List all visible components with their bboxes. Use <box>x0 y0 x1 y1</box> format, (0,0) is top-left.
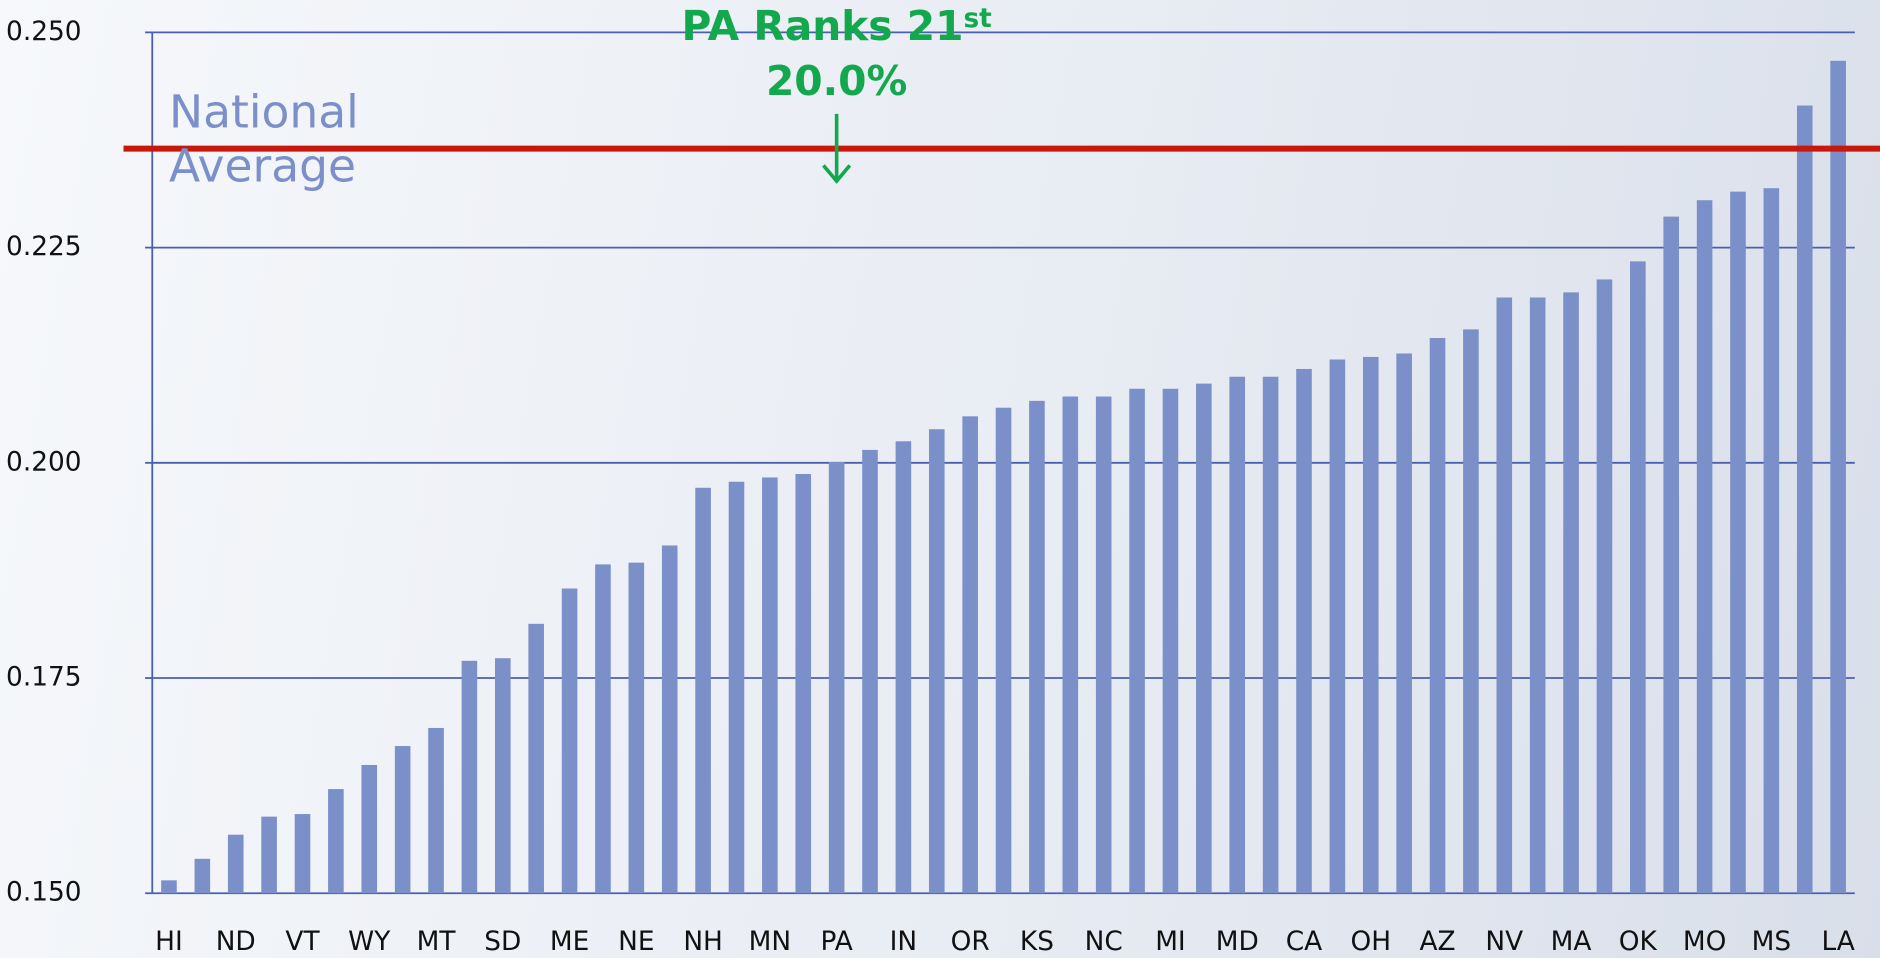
bar <box>1663 216 1680 894</box>
bar <box>1095 396 1112 894</box>
y-tick-label: 0.150 <box>6 878 81 908</box>
bar <box>495 658 511 894</box>
bar <box>361 764 378 894</box>
x-tick-label: OR <box>951 927 990 957</box>
annotation-value: 20.0% <box>766 57 907 105</box>
bar <box>161 880 177 894</box>
x-tick-label: MN <box>749 927 791 957</box>
annotation-text: PA Ranks 21 <box>681 2 963 50</box>
bar <box>628 562 645 894</box>
bar <box>828 461 845 894</box>
bar <box>1362 356 1379 894</box>
x-tick-label: WY <box>348 927 391 957</box>
y-tick-label: 0.250 <box>6 17 81 47</box>
bar <box>1796 105 1813 894</box>
x-tick-label: VT <box>285 927 320 957</box>
x-tick-label: MT <box>417 927 457 957</box>
x-tick-label: NV <box>1485 927 1523 957</box>
reference-label: National <box>169 86 359 139</box>
bar <box>561 588 578 894</box>
bar <box>1396 353 1412 894</box>
bar <box>227 834 244 894</box>
bar <box>294 814 311 894</box>
x-tick-label: HI <box>155 927 183 957</box>
y-tick-label: 0.175 <box>6 663 81 693</box>
x-tick-label: LA <box>1821 927 1854 957</box>
bar <box>261 816 277 894</box>
bar <box>1529 297 1546 894</box>
bar <box>962 416 978 894</box>
x-tick-label: ND <box>216 927 256 957</box>
bar <box>1329 359 1346 894</box>
bar <box>528 623 544 894</box>
bar <box>328 789 344 894</box>
bar <box>695 487 711 894</box>
bar <box>995 407 1012 894</box>
x-tick-label: KS <box>1020 927 1054 957</box>
bar <box>1029 400 1045 894</box>
bar <box>1296 368 1312 894</box>
x-tick-label: ME <box>550 927 589 957</box>
bar <box>595 564 611 894</box>
annotation-title: PA Ranks 21st <box>681 2 991 50</box>
bar <box>1463 329 1479 894</box>
bar <box>1062 396 1079 894</box>
bar <box>1630 261 1646 894</box>
x-tick-label: OH <box>1350 927 1391 957</box>
y-tick-label: 0.225 <box>6 232 81 262</box>
x-tick-label: MO <box>1683 927 1727 957</box>
x-tick-label: CA <box>1286 927 1322 957</box>
reference-label: Average <box>169 140 356 193</box>
bar <box>1162 388 1179 894</box>
bar <box>728 481 745 894</box>
annotation-arrowhead <box>822 164 852 184</box>
x-tick-label: MS <box>1752 927 1791 957</box>
x-tick-label: MI <box>1155 927 1186 957</box>
x-tick-label: OK <box>1619 927 1658 957</box>
bar <box>1696 200 1713 894</box>
bar <box>1730 191 1746 894</box>
x-tick-label: AZ <box>1419 927 1455 957</box>
bar <box>1262 376 1279 894</box>
bar <box>1229 376 1246 894</box>
bar <box>1196 383 1212 894</box>
y-tick-label: 0.200 <box>6 447 81 477</box>
bar <box>1129 388 1145 894</box>
bar <box>762 477 778 894</box>
bar <box>1596 279 1613 894</box>
bar <box>862 449 878 894</box>
x-tick-label: SD <box>484 927 521 957</box>
x-tick-label: PA <box>821 927 853 957</box>
bar <box>428 727 444 894</box>
bar <box>194 858 211 894</box>
bar <box>1763 188 1780 894</box>
x-tick-label: NC <box>1085 927 1123 957</box>
x-tick-label: NH <box>683 927 723 957</box>
bar <box>928 429 945 894</box>
bar <box>1830 60 1846 894</box>
bar <box>461 660 478 894</box>
bar <box>895 441 912 894</box>
x-tick-label: NE <box>618 927 654 957</box>
x-tick-label: MD <box>1216 927 1259 957</box>
bar <box>1429 337 1446 894</box>
bar <box>1496 297 1513 894</box>
bar <box>661 545 678 894</box>
annotation-sup: st <box>963 4 991 34</box>
bar <box>1563 292 1579 894</box>
bar <box>394 746 411 894</box>
bar <box>795 474 812 894</box>
x-tick-label: MA <box>1551 927 1592 957</box>
x-tick-label: IN <box>890 927 917 957</box>
